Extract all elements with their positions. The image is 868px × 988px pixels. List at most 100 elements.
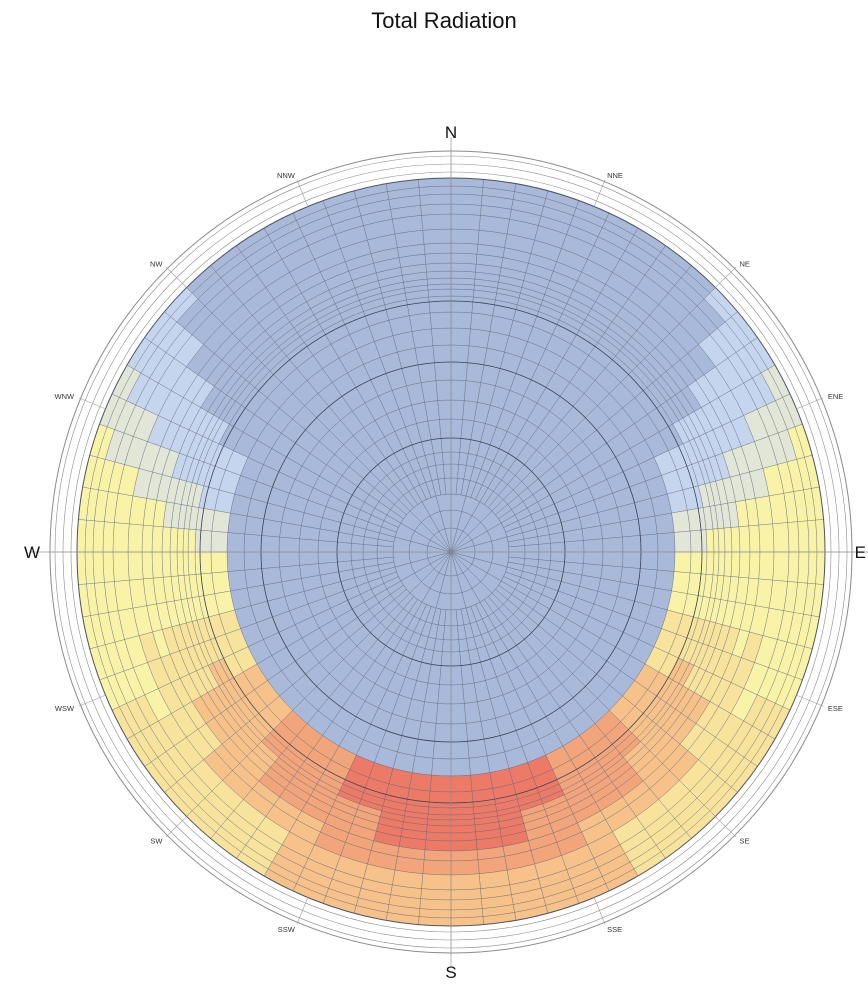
- compass-labels: N NNE NE ENE E ESE SE SSE S SSW SW WSW W WNW NW NNW: [24, 123, 866, 982]
- radiation-cell: [640, 551, 659, 571]
- radiation-cell: [450, 888, 482, 901]
- radiation-cell: [758, 523, 775, 553]
- radiation-cell: [450, 228, 480, 245]
- radiation-cell: [450, 361, 468, 381]
- radiation-cell: [450, 262, 477, 273]
- direction-label-nnw: NNW: [277, 171, 296, 180]
- radiation-cell: [602, 551, 624, 568]
- radiation-cell: [418, 908, 452, 919]
- radiation-cell: [671, 510, 691, 533]
- radiation-cell: [199, 551, 213, 575]
- radiation-cell: [211, 510, 231, 533]
- radiation-cell: [450, 213, 481, 231]
- radiation-cell: [429, 311, 452, 330]
- radiation-cell: [689, 529, 703, 553]
- radiation-cell: [550, 551, 566, 563]
- radiation-cell: [428, 300, 452, 314]
- radiation-cell: [705, 528, 715, 553]
- radiation-cell: [411, 328, 434, 349]
- radiation-cell: [244, 515, 265, 536]
- radiation-cell: [450, 203, 482, 216]
- radiation-cell: [92, 551, 105, 584]
- radiation-cell: [450, 806, 475, 816]
- radiation-cell: [227, 512, 248, 535]
- radiation-cell: [432, 741, 452, 760]
- radiation-cell: [260, 551, 280, 569]
- radiation-cell: [127, 523, 144, 553]
- radiation-cell: [564, 540, 585, 553]
- radiation-cell: [226, 532, 245, 553]
- radiation-cell: [431, 758, 452, 777]
- radiation-cell: [450, 625, 459, 641]
- radiation-cell: [169, 551, 179, 577]
- radiation-cell: [428, 790, 452, 804]
- radiation-cells: [76, 177, 826, 927]
- radiation-cell: [450, 898, 483, 911]
- radiation-cell: [442, 639, 452, 653]
- radiation-cell: [350, 551, 364, 561]
- radiation-cell: [450, 437, 462, 453]
- radiation-cell: [524, 544, 540, 553]
- radiation-cell: [176, 527, 185, 553]
- radiation-cell: [437, 399, 452, 420]
- radiation-cell: [717, 551, 726, 577]
- radiation-cell: [622, 551, 642, 569]
- radiation-cell: [443, 463, 452, 479]
- radiation-cell: [654, 512, 675, 535]
- radiation-cell: [450, 242, 479, 255]
- radiation-cell: [227, 569, 248, 592]
- radiation-cell: [564, 551, 585, 564]
- radiation-cell: [102, 521, 115, 553]
- radiation-cell: [730, 551, 741, 578]
- direction-tick: [796, 397, 824, 410]
- radiation-cell: [450, 908, 484, 919]
- radiation-cell: [450, 873, 481, 891]
- radiation-cell: [450, 379, 467, 401]
- radiation-cell: [409, 312, 432, 332]
- radiation-cell: [419, 898, 452, 911]
- radiation-cell: [432, 344, 452, 363]
- radiation-cell: [169, 527, 179, 553]
- radiation-cell: [317, 551, 338, 564]
- radiation-cell: [450, 790, 474, 804]
- radiation-cell: [620, 518, 641, 538]
- chart-title: Total Radiation: [371, 8, 517, 33]
- radiation-cell: [161, 526, 172, 553]
- radiation-cell: [141, 551, 154, 580]
- radiation-cell: [414, 738, 435, 759]
- direction-label-wsw: WSW: [55, 704, 75, 713]
- radiation-cell: [657, 532, 676, 553]
- direction-tick: [593, 897, 606, 925]
- radiation-cell: [362, 551, 378, 560]
- direction-label-ene: ENE: [828, 392, 843, 401]
- radiation-cell: [673, 551, 692, 574]
- radiation-cell: [470, 312, 493, 332]
- direction-label-ssw: SSW: [278, 925, 296, 934]
- radiation-cell: [450, 741, 470, 760]
- radiation-cell: [420, 203, 452, 216]
- radiation-cell: [467, 738, 488, 759]
- radiation-cell: [210, 530, 229, 553]
- radiation-cell: [423, 849, 452, 862]
- radiation-cell: [583, 538, 604, 553]
- radiation-cell: [450, 831, 477, 842]
- radiation-cell: [450, 399, 465, 420]
- radiation-cell: [417, 362, 437, 383]
- radiation-cell: [673, 530, 692, 553]
- radiation-cell: [426, 818, 452, 827]
- radiation-cell: [450, 344, 470, 363]
- radiation-cell: [187, 528, 197, 553]
- radiation-cell: [705, 551, 715, 576]
- radiation-cell: [654, 569, 675, 592]
- radiation-cell: [411, 755, 434, 776]
- radiation-cell: [450, 839, 478, 852]
- radiation-cell: [450, 639, 460, 653]
- radiation-cell: [435, 379, 452, 401]
- radiation-cell: [637, 568, 658, 589]
- direction-tick: [165, 266, 187, 288]
- direction-label-ne: NE: [740, 260, 750, 269]
- radiation-cell: [450, 849, 479, 862]
- radiation-cell: [450, 270, 476, 280]
- direction-label-se: SE: [740, 837, 750, 846]
